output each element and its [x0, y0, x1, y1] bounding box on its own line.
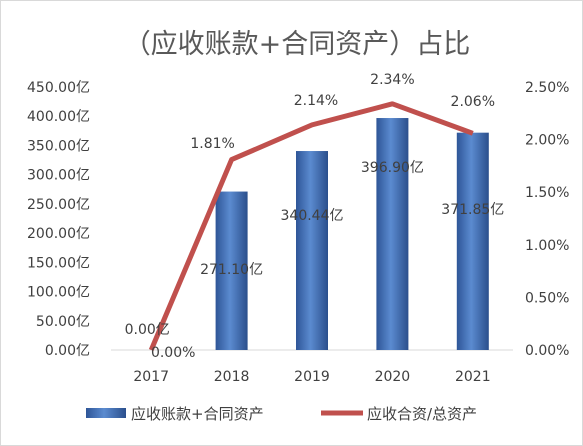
legend-bar-swatch: [86, 408, 126, 418]
bar-data-labels: 0.00亿 271.10亿 340.44亿 396.90亿 371.85亿: [125, 160, 505, 338]
left-axis-tick-label: 0.00亿: [45, 343, 90, 359]
bar: [456, 132, 489, 350]
line-data-label: 2.34%: [370, 72, 414, 88]
left-axis-tick-label: 50.00亿: [36, 314, 90, 330]
bar: [296, 151, 328, 350]
line-data-label: 1.81%: [190, 136, 234, 152]
left-axis-tick-label: 400.00亿: [27, 109, 90, 125]
right-axis-tick-label: 2.50%: [525, 80, 569, 96]
left-axis-tick-label: 350.00亿: [27, 138, 90, 154]
legend: 应收账款+合同资产 应收合资/总资产: [86, 405, 477, 423]
bar-series: [215, 118, 489, 350]
x-axis-ticks: 2017 2018 2019 2020 2021: [133, 369, 490, 385]
left-axis-tick-label: 250.00亿: [27, 197, 90, 213]
bar-data-label: 0.00亿: [125, 322, 170, 338]
line-series: [148, 101, 474, 351]
x-axis-tick-label: 2019: [294, 369, 330, 385]
right-axis-ticks: 0.00% 0.50% 1.00% 1.50% 2.00% 2.50%: [525, 80, 569, 359]
left-axis-tick-label: 100.00亿: [27, 285, 90, 301]
x-axis-tick-label: 2021: [455, 369, 491, 385]
bar: [215, 191, 248, 350]
legend-line-label: 应收合资/总资产: [367, 405, 477, 423]
left-axis-tick-label: 450.00亿: [27, 80, 90, 96]
right-axis-tick-label: 0.50%: [525, 290, 569, 306]
bar-data-label: 371.85亿: [441, 202, 504, 218]
left-axis-tick-label: 150.00亿: [27, 255, 90, 271]
right-axis-tick-label: 0.00%: [525, 343, 569, 359]
left-axis-tick-label: 200.00亿: [27, 226, 90, 242]
right-axis-tick-label: 1.50%: [525, 185, 569, 201]
line-data-label: 2.14%: [294, 93, 338, 109]
line-data-label: 0.00%: [151, 345, 195, 361]
left-axis-tick-label: 300.00亿: [27, 168, 90, 184]
legend-bar-label: 应收账款+合同资产: [131, 405, 264, 423]
left-axis-ticks: 0.00亿 50.00亿 100.00亿 150.00亿 200.00亿 250.00亿 3…: [27, 80, 90, 359]
line-data-labels: 0.00% 1.81% 2.14% 2.34% 2.06%: [151, 72, 495, 361]
bar-data-label: 340.44亿: [281, 208, 344, 224]
bar-data-label: 271.10亿: [200, 262, 263, 278]
bar: [376, 118, 409, 350]
right-axis-tick-label: 2.00%: [525, 133, 569, 149]
x-axis-tick-label: 2017: [133, 369, 169, 385]
right-axis-tick-label: 1.00%: [525, 238, 569, 254]
x-axis-tick-label: 2020: [375, 369, 411, 385]
bar-data-label: 396.90亿: [361, 160, 424, 176]
chart-title: （应收账款+合同资产）占比: [124, 29, 471, 60]
line-data-label: 2.06%: [451, 94, 495, 110]
x-axis-tick-label: 2018: [214, 369, 250, 385]
